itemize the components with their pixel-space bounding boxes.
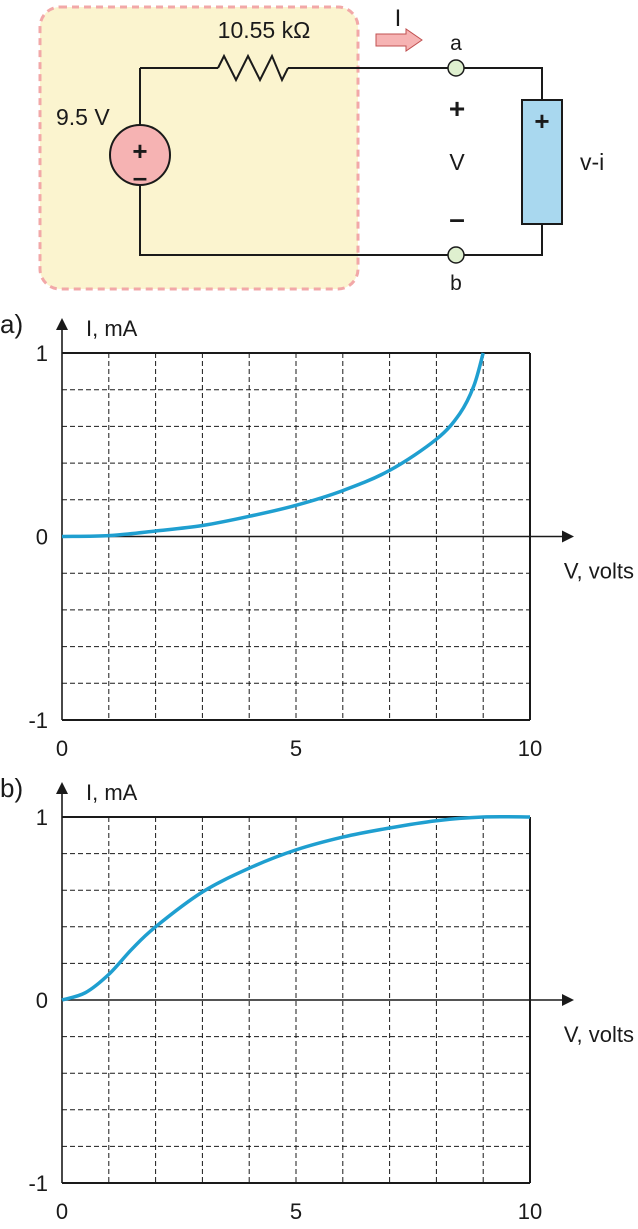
voltage-plus-sign: +: [449, 93, 465, 124]
device-label: v-i: [580, 149, 604, 175]
source-minus-sign: –: [133, 162, 147, 192]
y-axis-label: I, mA: [86, 316, 138, 341]
iv-curve-line: [61, 352, 485, 539]
y-tick-label: 0: [36, 988, 48, 1013]
source-voltage-label: 9.5 V: [56, 104, 110, 130]
resistor-label: 10.55 kΩ: [218, 17, 311, 43]
terminal-a-icon: [447, 59, 465, 77]
x-axis-arrow-icon: [562, 994, 574, 1006]
x-tick-label: 0: [56, 1199, 68, 1224]
y-axis-label: I, mA: [86, 780, 138, 805]
wire-bottom-right: [464, 224, 543, 256]
y-tick-label: 1: [36, 341, 48, 366]
x-axis-label: V, volts: [564, 559, 634, 584]
voltage-label: V: [449, 149, 465, 175]
panel-label: a): [0, 309, 23, 339]
x-tick-label: 5: [290, 736, 302, 761]
wire-top-right: [464, 67, 543, 100]
voltage-minus-sign: –: [449, 203, 465, 234]
terminal-b-label: b: [450, 272, 462, 295]
x-tick-label: 5: [290, 1199, 302, 1224]
x-tick-label: 10: [518, 736, 542, 761]
thevenin-equivalent-box: [38, 5, 360, 291]
y-axis-arrow-icon: [56, 318, 68, 330]
current-label: I: [395, 5, 402, 32]
iv-curve-line: [61, 814, 531, 1002]
y-tick-label: -1: [28, 708, 48, 733]
panel-label: b): [0, 773, 23, 803]
resistor-icon: [217, 53, 289, 83]
y-axis-arrow-icon: [56, 782, 68, 794]
current-arrow-icon: [375, 28, 423, 52]
x-axis-arrow-icon: [562, 530, 574, 543]
terminal-b-icon: [447, 246, 465, 264]
voltage-source-icon: [109, 124, 171, 186]
x-tick-label: 0: [56, 736, 68, 761]
y-tick-label: -1: [28, 1171, 48, 1196]
circuit-diagram: 10.55 kΩ + – 9.5 V I a b + V – + v-i: [38, 5, 604, 295]
terminal-a-label: a: [450, 32, 462, 55]
y-tick-label: 1: [36, 805, 48, 830]
y-tick-label: 0: [36, 525, 48, 550]
x-axis-label: V, volts: [564, 1022, 634, 1047]
x-tick-label: 10: [518, 1199, 542, 1224]
source-plus-sign: +: [132, 136, 147, 166]
v-i-device-icon: [521, 99, 563, 225]
wire-bottom-left: [139, 185, 448, 256]
device-plus-sign: +: [534, 106, 549, 136]
